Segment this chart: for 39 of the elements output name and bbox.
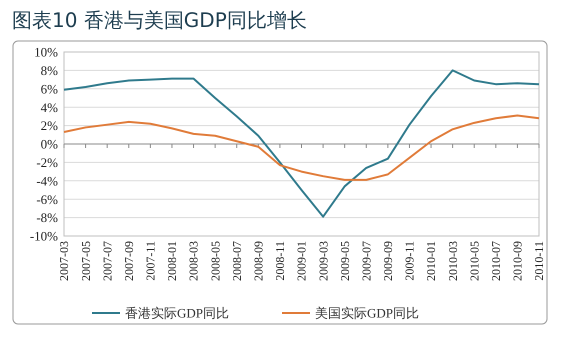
x-tick-label: 2010-09 bbox=[510, 241, 525, 281]
line-series bbox=[63, 69, 540, 218]
x-tick-label: 2007-09 bbox=[122, 241, 136, 281]
x-tick-label: 2008-11 bbox=[273, 241, 288, 281]
line-series bbox=[63, 114, 540, 181]
x-tick-label: 2008-07 bbox=[230, 241, 244, 281]
x-tick-label: 2009-11 bbox=[402, 241, 417, 281]
x-tick-label: 2007-11 bbox=[144, 241, 158, 281]
x-tick-label: 2009-03 bbox=[316, 241, 330, 281]
x-tick-label: 2010-03 bbox=[446, 241, 460, 281]
x-tick-label: 2010-11 bbox=[532, 241, 546, 281]
x-tick-label: 2007-05 bbox=[78, 241, 93, 281]
x-tick-label: 2010-07 bbox=[489, 241, 504, 281]
y-tick-label: -6% bbox=[36, 192, 58, 207]
x-tick-label: 2009-05 bbox=[338, 241, 352, 281]
y-tick-label: -4% bbox=[36, 173, 58, 188]
x-tick-label: 2009-01 bbox=[294, 241, 309, 281]
y-tick-label: 0% bbox=[40, 136, 58, 152]
y-tick-label: -8% bbox=[36, 210, 58, 226]
x-tick-label: 2009-07 bbox=[359, 241, 374, 281]
x-tick-label: 2010-01 bbox=[424, 241, 438, 281]
y-tick-label: 10% bbox=[34, 44, 58, 60]
legend-label: 美国实际GDP同比 bbox=[315, 306, 420, 321]
x-tick-label: 2008-09 bbox=[252, 241, 266, 281]
x-tick-label: 2008-05 bbox=[208, 241, 222, 281]
x-tick-label: 2009-09 bbox=[381, 241, 396, 281]
y-tick-label: 6% bbox=[40, 81, 58, 96]
y-tick-label: 8% bbox=[40, 62, 58, 78]
x-tick-label: 2007-03 bbox=[57, 241, 72, 281]
y-tick-label: -10% bbox=[30, 228, 58, 244]
y-tick-label: 4% bbox=[40, 100, 58, 115]
x-tick-label: 2008-01 bbox=[165, 241, 180, 281]
chart-title: 图表10 香港与美国GDP同比增长 bbox=[12, 8, 307, 32]
x-tick-label: 2010-05 bbox=[467, 241, 482, 281]
x-tick-label: 2007-07 bbox=[100, 241, 114, 281]
y-tick-label: 2% bbox=[40, 118, 58, 134]
y-tick-label: -2% bbox=[36, 154, 58, 170]
legend-label: 香港实际GDP同比 bbox=[125, 306, 230, 321]
x-tick-label: 2008-03 bbox=[186, 241, 201, 281]
